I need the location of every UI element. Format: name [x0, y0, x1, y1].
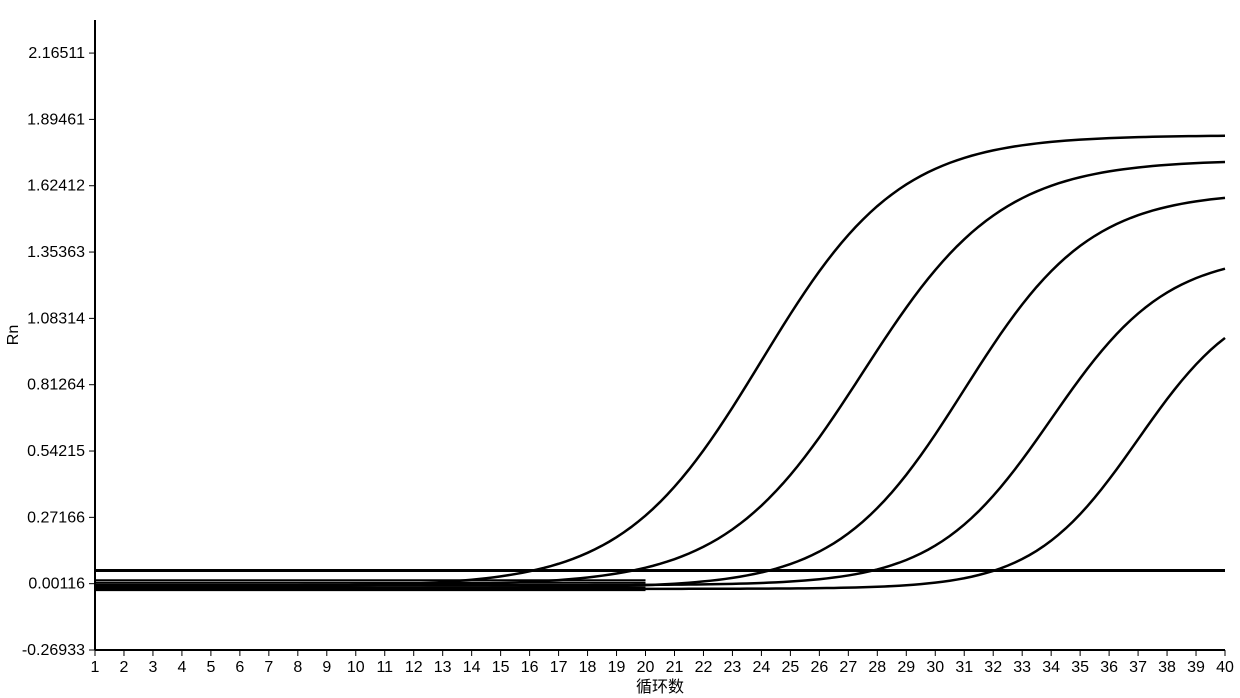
x-tick-label: 18 — [579, 659, 597, 676]
x-tick-label: 10 — [347, 659, 365, 676]
amplification-curve — [95, 136, 1225, 587]
x-tick-label: 29 — [897, 659, 915, 676]
x-tick-label: 35 — [1071, 659, 1089, 676]
x-tick-label: 6 — [235, 659, 244, 676]
x-tick-label: 19 — [608, 659, 626, 676]
x-tick-label: 12 — [405, 659, 423, 676]
amplification-curve — [95, 338, 1225, 589]
y-tick-label: 0.27166 — [27, 509, 85, 526]
chart-svg: -0.26933 0.00116 0.27166 0.54215 0.81264 1.08… — [0, 0, 1240, 698]
x-tick-label: 17 — [550, 659, 568, 676]
x-tick-label: 21 — [666, 659, 684, 676]
x-tick-label: 40 — [1216, 659, 1234, 676]
y-tick-label: 1.62412 — [27, 178, 85, 195]
x-tick-label: 31 — [955, 659, 973, 676]
y-tick-label: 1.89461 — [27, 111, 85, 128]
x-tick-label: 39 — [1187, 659, 1205, 676]
x-tick-label: 9 — [322, 659, 331, 676]
y-tick-label: -0.26933 — [22, 642, 85, 659]
x-tick-label: 4 — [177, 659, 186, 676]
x-tick-label: 3 — [148, 659, 157, 676]
y-axis-label: Rn — [5, 325, 22, 345]
y-tick-label: 1.35363 — [27, 244, 85, 261]
amplification-curve — [95, 198, 1225, 588]
amplification-plot: -0.26933 0.00116 0.27166 0.54215 0.81264 1.08… — [0, 0, 1240, 698]
y-tick-label: 0.00116 — [28, 576, 85, 593]
y-tick-label: 1.08314 — [27, 310, 85, 327]
x-tick-label: 25 — [781, 659, 799, 676]
y-tick-label: 0.81264 — [27, 377, 85, 394]
x-tick-label: 23 — [724, 659, 742, 676]
x-tick-label: 5 — [206, 659, 215, 676]
x-tick-label: 1 — [91, 659, 100, 676]
x-tick-label: 22 — [695, 659, 713, 676]
y-tick-label: 0.54215 — [27, 443, 85, 460]
x-tick-label: 27 — [839, 659, 857, 676]
x-tick-label: 37 — [1129, 659, 1147, 676]
amplification-curve — [95, 162, 1225, 585]
y-tick-label: 2.16511 — [28, 45, 85, 62]
x-tick-label: 8 — [293, 659, 302, 676]
x-tick-label: 34 — [1042, 659, 1060, 676]
x-tick-label: 36 — [1100, 659, 1118, 676]
x-tick-label: 20 — [637, 659, 655, 676]
x-tick-label: 30 — [926, 659, 944, 676]
x-tick-label: 32 — [984, 659, 1002, 676]
x-tick-label: 13 — [434, 659, 452, 676]
x-tick-label: 26 — [810, 659, 828, 676]
x-tick-label: 11 — [376, 659, 393, 676]
x-tick-label: 15 — [492, 659, 510, 676]
x-tick-label: 7 — [264, 659, 273, 676]
x-tick-label: 14 — [463, 659, 481, 676]
x-tick-label: 28 — [868, 659, 886, 676]
x-tick-label: 2 — [120, 659, 129, 676]
x-axis-label: 循环数 — [636, 678, 684, 696]
x-tick-label: 16 — [521, 659, 539, 676]
x-tick-label: 24 — [753, 659, 771, 676]
x-tick-label: 33 — [1013, 659, 1031, 676]
x-tick-label: 38 — [1158, 659, 1176, 676]
